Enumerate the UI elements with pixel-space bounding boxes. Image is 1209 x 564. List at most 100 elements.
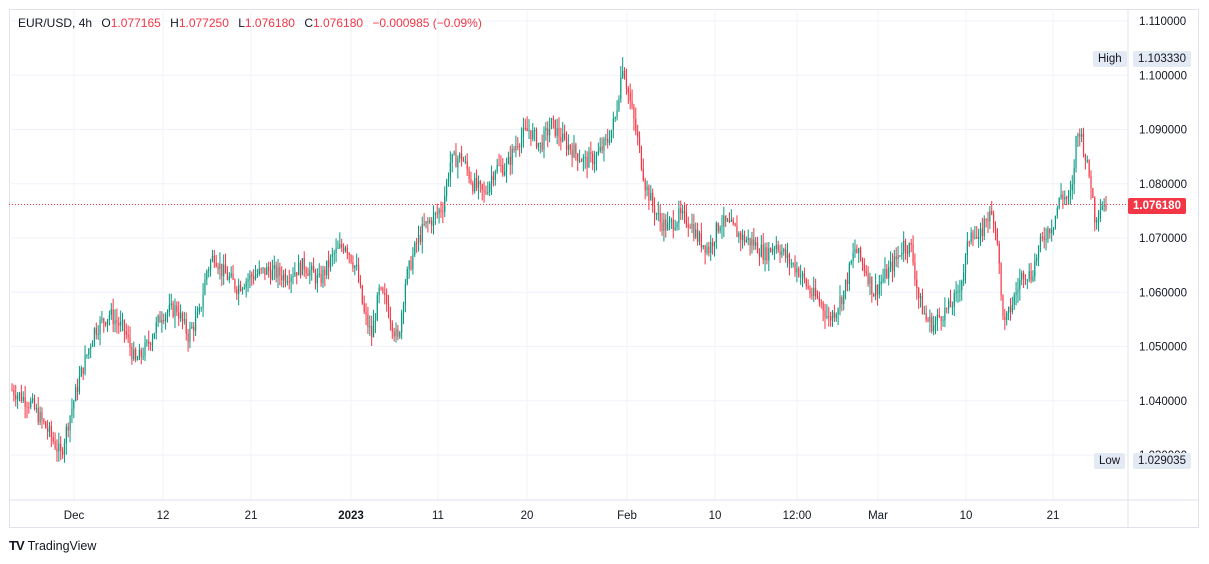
candle-body: [498, 164, 500, 166]
candle-body: [504, 171, 506, 176]
candle-body: [579, 160, 581, 162]
candle-body: [133, 349, 135, 360]
candle-body: [153, 332, 155, 339]
candle-body: [918, 288, 920, 299]
candle-body: [758, 253, 761, 257]
candle-body: [346, 247, 348, 254]
candle-body: [895, 256, 897, 260]
candle-body: [859, 248, 862, 260]
interval-label[interactable]: 4h: [78, 16, 93, 30]
candle-body: [196, 311, 199, 318]
footer-branding[interactable]: TV TradingView: [9, 538, 96, 553]
candle-body: [213, 255, 215, 263]
candle-body: [614, 117, 616, 119]
candle-body: [871, 276, 873, 294]
candle-body: [90, 346, 92, 349]
candle-body: [762, 244, 764, 261]
candle-body: [511, 148, 513, 165]
candle-body: [796, 268, 798, 273]
candle-body: [322, 269, 324, 284]
candle-body: [432, 214, 435, 226]
candle-body: [262, 267, 264, 269]
high-value: 1.077250: [178, 16, 229, 30]
candle-body: [944, 307, 946, 321]
candle-body: [78, 376, 81, 392]
candle-body: [1060, 194, 1062, 198]
candle-body: [204, 279, 206, 295]
candle-body: [695, 229, 697, 238]
candle-body: [112, 309, 114, 325]
candle-body: [1105, 204, 1107, 210]
candle-body: [987, 219, 989, 222]
candle-body: [414, 242, 416, 255]
candle-body: [342, 247, 345, 251]
candle-body: [925, 313, 927, 320]
candle-body: [698, 233, 701, 242]
candle-body: [1021, 272, 1023, 280]
candle-body: [367, 314, 369, 328]
candle-body: [148, 341, 150, 344]
candle-body: [1073, 167, 1075, 185]
candle-body: [284, 273, 287, 283]
candle-body: [341, 244, 343, 248]
candle-body: [1084, 153, 1086, 161]
candle-body: [209, 261, 212, 270]
candle-body: [747, 237, 749, 240]
candle-body: [283, 273, 285, 281]
candle-body: [668, 220, 671, 223]
candle-body: [567, 144, 569, 150]
open-label: O: [101, 16, 111, 30]
candle-body: [1097, 218, 1100, 220]
candle-body: [179, 312, 182, 319]
candle-body: [101, 318, 103, 321]
candle-body: [597, 151, 599, 155]
candle-body: [1006, 312, 1008, 321]
candle-body: [410, 261, 412, 270]
candle-body: [384, 292, 386, 295]
candle-body: [290, 276, 292, 282]
candle-body: [667, 222, 669, 230]
candle-body: [253, 276, 255, 280]
candle-body: [1034, 260, 1036, 277]
candle-body: [951, 306, 953, 308]
candle-body: [513, 148, 515, 151]
x-tick-label: 10: [709, 510, 722, 522]
candle-body: [163, 320, 165, 322]
candle-body: [507, 156, 510, 164]
candle-body: [534, 130, 536, 132]
candle-body: [625, 78, 628, 89]
candle-body: [198, 307, 200, 312]
candle-body: [691, 224, 693, 229]
candle-body: [848, 263, 850, 284]
candle-body: [249, 274, 251, 280]
candle-body: [734, 223, 736, 227]
candle-body: [861, 259, 864, 264]
candle-body: [541, 142, 543, 150]
low-value: 1.076180: [244, 16, 295, 30]
candle-body: [775, 244, 777, 249]
candle-body: [830, 316, 832, 321]
close-value: 1.076180: [312, 16, 364, 30]
candle-body: [575, 144, 577, 154]
high-label: H: [170, 16, 179, 30]
candle-body: [936, 314, 939, 321]
symbol-name[interactable]: EUR/USD: [18, 16, 73, 30]
candle-body: [281, 275, 283, 281]
low-label: L: [238, 16, 245, 30]
candle-body: [914, 262, 916, 280]
candle-body: [923, 313, 925, 315]
candle-body: [644, 180, 646, 191]
candle-body: [401, 312, 403, 333]
candle-body: [202, 294, 204, 308]
chart-frame[interactable]: [9, 9, 1199, 528]
candle-body: [371, 326, 373, 338]
candle-body: [412, 254, 414, 270]
y-tick-label: 1.060000: [1139, 287, 1187, 299]
candle-body: [269, 271, 272, 280]
candle-body: [547, 128, 549, 136]
candle-body: [335, 248, 337, 254]
candle-body: [539, 142, 541, 144]
candle-body: [743, 234, 746, 243]
y-tick-label: 1.050000: [1139, 342, 1187, 354]
